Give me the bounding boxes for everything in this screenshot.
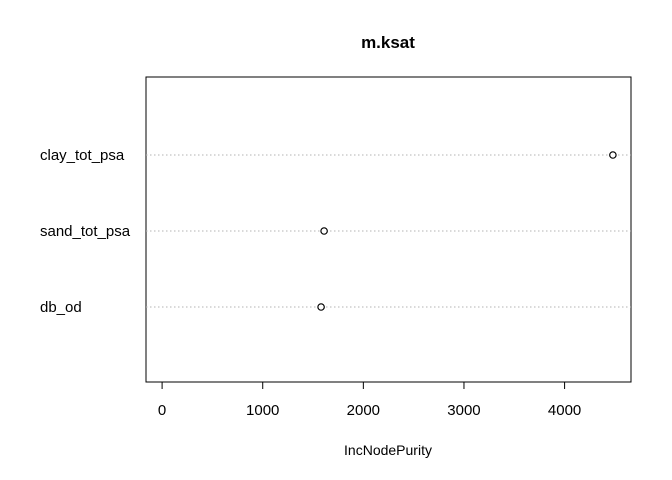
- plot-frame: [145, 76, 632, 383]
- x-tick-label: 4000: [548, 402, 581, 419]
- data-point-clay-tot-psa: [609, 151, 617, 159]
- x-axis-label: IncNodePurity: [344, 442, 432, 458]
- x-axis-ticks: 0 1000 2000 3000 4000: [158, 382, 581, 419]
- x-tick-label: 1000: [246, 402, 279, 419]
- category-label: db_od: [40, 299, 82, 316]
- category-labels: clay_tot_psa sand_tot_psa db_od: [40, 147, 131, 316]
- x-tick-label: 0: [158, 402, 166, 419]
- grid-lines: [146, 154, 631, 308]
- data-point-db-od: [317, 303, 325, 311]
- x-tick-label: 2000: [347, 402, 380, 419]
- chart-title: m.ksat: [361, 33, 415, 52]
- x-tick-label: 3000: [447, 402, 480, 419]
- category-label: clay_tot_psa: [40, 147, 125, 164]
- data-points: [317, 151, 617, 311]
- data-point-sand-tot-psa: [320, 227, 328, 235]
- category-label: sand_tot_psa: [40, 223, 131, 240]
